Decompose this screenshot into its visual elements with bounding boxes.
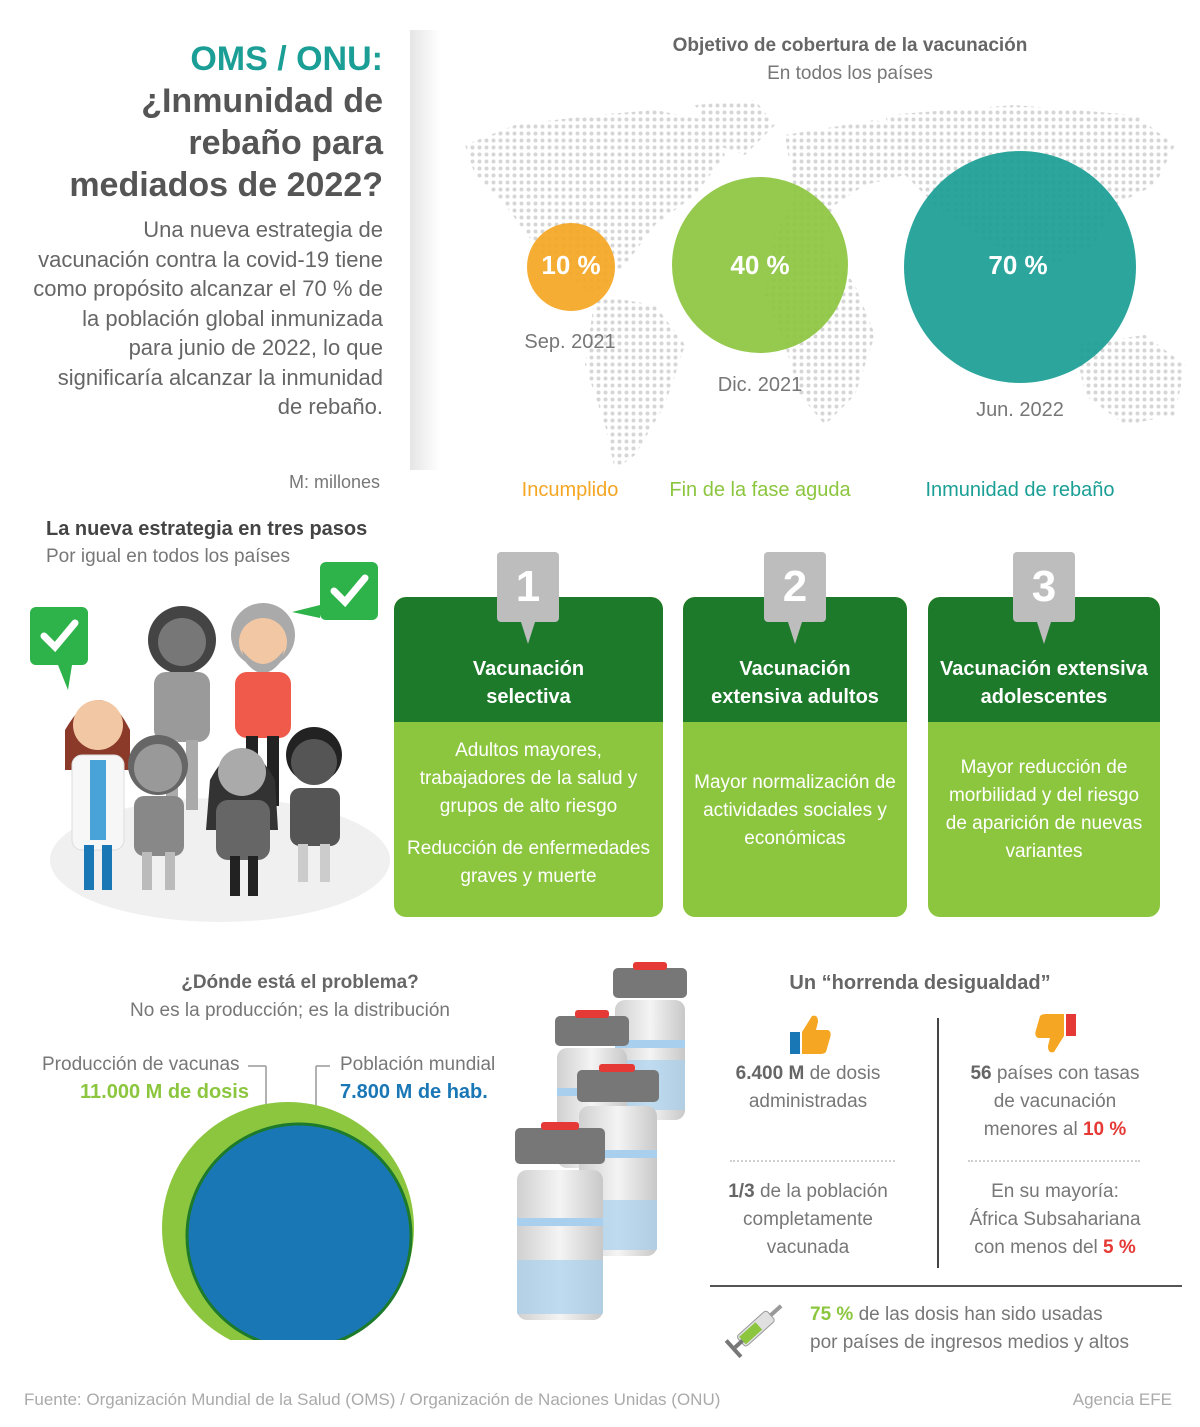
population-circle [185, 1122, 413, 1340]
inequality-title: Un “horrenda desigualdad” [789, 972, 1051, 994]
production-label: Producción de vacunas [42, 1054, 240, 1075]
population-value: 7.800 M de hab. [340, 1081, 488, 1103]
step-1-body: Adultos mayores, trabajadores de la salu… [419, 740, 638, 817]
doses-by-income-stat: 75 % de las dosis han sido usadas por pa… [810, 1304, 1129, 1353]
person-figure [286, 727, 342, 882]
page-title: ¿Inmunidad de rebaño para mediados de 20… [69, 82, 383, 204]
target-status-incumplido: Incumplido [521, 479, 619, 501]
strategy-title: La nueva estrategia en tres pasos [46, 518, 368, 540]
header-divider-shadow [410, 30, 440, 470]
target-circle-70 [904, 151, 1136, 383]
step-2-title: Vacunación extensiva adultos [711, 658, 879, 708]
person-figure [148, 606, 216, 810]
coverage-title: Objetivo de cobertura de la vacunación [672, 35, 1028, 56]
check-bubble-icon [30, 607, 88, 690]
step-card-3: Vacunación extensiva adolescentes Mayor … [928, 597, 1160, 917]
step-3-body: Mayor reducción de morbilidad y del ries… [945, 757, 1143, 862]
intro-text: Una nueva estrategia de vacunación contr… [33, 217, 383, 419]
check-bubble-icon [292, 562, 378, 620]
problem-subtitle: No es la producción; es la distribución [129, 1000, 450, 1021]
syringe-icon [724, 1304, 783, 1359]
doses-administered-stat: 6.400 M de dosis administradas [735, 1063, 881, 1112]
subsaharan-africa-stat: En su mayoría: África Subsahariana con m… [969, 1181, 1141, 1258]
target-status-fin-fase: Fin de la fase aguda [669, 479, 851, 501]
target-status-inmunidad: Inmunidad de rebaño [925, 479, 1115, 501]
vaccine-vials-illustration [515, 962, 687, 1320]
inequality-column-divider [937, 1018, 939, 1268]
coverage-circles [527, 151, 1136, 383]
people-illustration [30, 562, 390, 922]
step-1-outcome: Reducción de enfermedades graves y muert… [407, 838, 650, 887]
thumbs-up-icon [790, 1015, 831, 1054]
person-figure [206, 748, 278, 896]
footer-source: Fuente: Organización Mundial de la Salud… [24, 1390, 721, 1409]
target-circle-40 [672, 177, 848, 353]
unit-note: M: millones [288, 472, 380, 492]
strategy-subtitle: Por igual en todos los países [46, 546, 290, 567]
production-vs-population-circles [162, 1065, 414, 1340]
footer-agency: Agencia EFE [1072, 1390, 1172, 1409]
step-2-number: 2 [764, 552, 826, 644]
step-card-2: Vacunación extensiva adultos Mayor norma… [683, 597, 907, 917]
doctor-figure [65, 700, 130, 890]
step-3-title: Vacunación extensiva adolescentes [940, 658, 1148, 708]
coverage-subtitle: En todos los países [767, 63, 933, 84]
title-organizations: OMS / ONU: [190, 40, 383, 78]
target-value-40: 40 % [730, 250, 790, 280]
step-1-title: Vacunación selectiva [472, 658, 585, 708]
low-rate-countries-stat: 56 países con tasas de vacunación menore… [970, 1063, 1140, 1140]
target-value-70: 70 % [988, 250, 1048, 280]
fully-vaccinated-stat: 1/3 de la población completamente vacuna… [728, 1181, 888, 1258]
production-value: 11.000 M de dosis [80, 1081, 249, 1103]
stat-divider [730, 1160, 895, 1162]
step-card-1: Vacunación selectiva Adultos mayores, tr… [394, 597, 663, 917]
stat-divider [968, 1160, 1140, 1162]
target-date-dic: Dic. 2021 [717, 374, 803, 396]
problem-title: ¿Dónde está el problema? [181, 972, 419, 993]
population-label: Población mundial [340, 1054, 496, 1075]
target-circle-10 [527, 223, 615, 311]
target-value-10: 10 % [541, 250, 601, 280]
step-2-body: Mayor normalización de actividades socia… [694, 772, 896, 849]
thumbs-down-icon [1035, 1014, 1076, 1053]
vial-icon [515, 1122, 605, 1320]
person-figure [128, 735, 188, 890]
step-1-number: 1 [497, 552, 559, 644]
target-date-sep: Sep. 2021 [524, 331, 616, 353]
target-date-jun: Jun. 2022 [976, 399, 1064, 421]
step-3-number: 3 [1013, 552, 1075, 644]
inequality-bottom-rule [710, 1285, 1182, 1287]
